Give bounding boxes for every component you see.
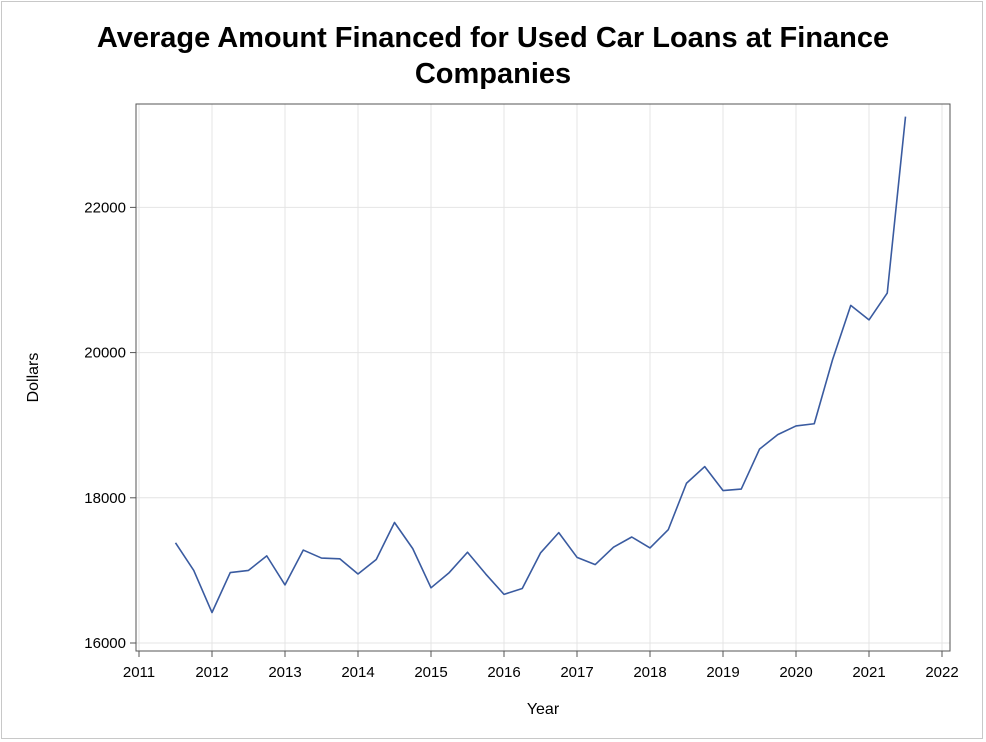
plot-area-border bbox=[135, 103, 951, 652]
x-tick-label: 2018 bbox=[633, 664, 666, 681]
x-tick-label: 2011 bbox=[123, 664, 155, 681]
y-tick-label: 22000 bbox=[84, 199, 126, 216]
x-tick-label: 2017 bbox=[560, 664, 593, 681]
y-tick-label: 16000 bbox=[84, 635, 126, 652]
axis-ticks: 2011 2012 2013 2014 2015 2016 2017 2018 2019 2020… bbox=[84, 199, 958, 681]
y-axis-label: Dollars bbox=[25, 353, 42, 403]
x-tick-label: 2019 bbox=[706, 664, 739, 681]
x-tick-label: 2014 bbox=[341, 664, 374, 681]
chart-title-line-1: Average Amount Financed for Used Car Loa… bbox=[96, 22, 890, 54]
y-tick-label: 20000 bbox=[84, 345, 126, 362]
x-tick-label: 2013 bbox=[268, 664, 301, 681]
x-tick-label: 2015 bbox=[414, 664, 447, 681]
y-tick-label: 18000 bbox=[84, 490, 126, 507]
series-layer bbox=[174, 116, 907, 614]
x-tick-label: 2012 bbox=[195, 664, 228, 681]
series-line bbox=[174, 116, 907, 614]
chart-title: Average Amount Financed for Used Car Loa… bbox=[0, 20, 986, 92]
x-axis-label: Year bbox=[527, 701, 560, 718]
x-tick-label: 2022 bbox=[925, 664, 958, 681]
x-tick-label: 2021 bbox=[852, 664, 885, 681]
grid-lines bbox=[136, 104, 950, 651]
x-tick-label: 2016 bbox=[487, 664, 520, 681]
chart-title-line-2: Companies bbox=[414, 58, 572, 90]
x-tick-label: 2020 bbox=[779, 664, 812, 681]
